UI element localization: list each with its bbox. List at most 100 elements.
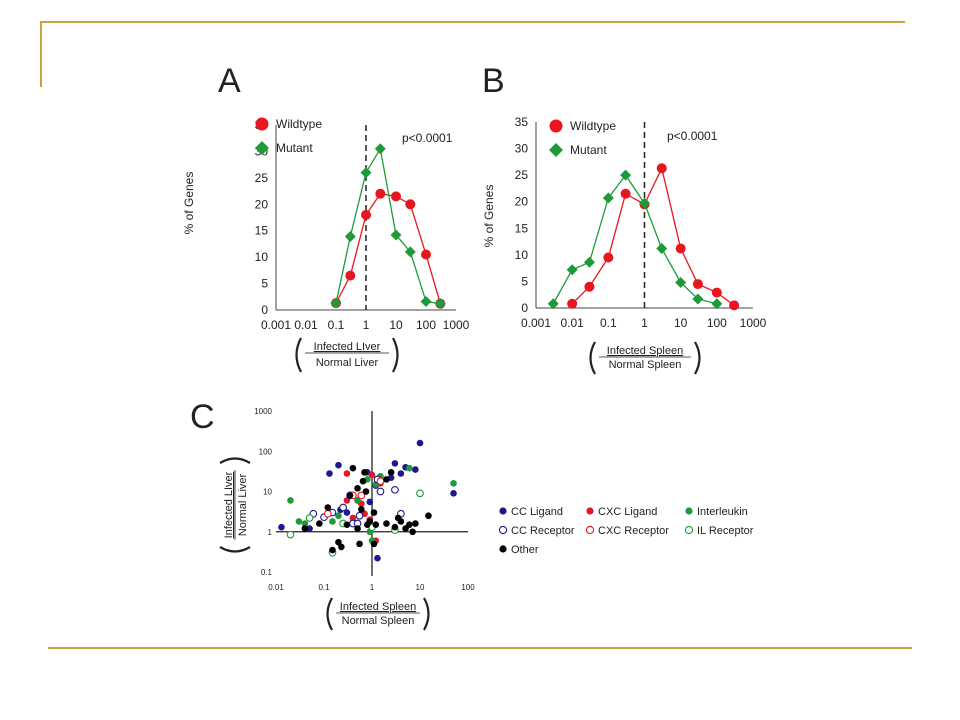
data-point-wildtype [603,252,614,263]
x-tick-label: 0.01 [294,318,318,332]
legend-marker [499,545,507,553]
y-tick-label: 10 [515,248,529,262]
data-point-mutant [656,242,668,254]
scatter-point-cc-ligand [450,490,457,497]
scatter-point-cc-ligand [306,525,313,532]
data-point-wildtype [361,209,371,220]
scatter-point-other [343,521,351,528]
data-point-wildtype [405,199,416,210]
scatter-point-other [316,520,323,527]
panel-label: B [482,62,505,100]
scatter-point-cc-ligand [397,470,405,477]
left-parenthesis [219,546,251,553]
scatter-point-cc-receptor [339,503,347,512]
legend-label: CC Receptor [511,525,575,537]
x-tick-label: 0.001 [261,318,291,332]
scatter-point-other [346,492,354,499]
slide-left-rule [40,21,42,87]
scatter-point-other [356,540,363,548]
scatter-point-other [301,525,309,532]
scatter-point-other [329,546,336,554]
legend-marker [684,525,694,535]
panel-c: C 0.01 0.1 1 10 100 0.1 1 10 100 1000 Infected LIve… [190,398,754,631]
data-point-wildtype [345,270,356,281]
x-label-numerator: Infected LIver [314,341,381,353]
x-tick-label: 1 [641,316,648,330]
right-parenthesis [423,597,430,631]
scatter-point-other [372,521,380,528]
x-label-denominator: Normal Spleen [342,615,415,627]
legend-marker-wildtype [255,117,269,131]
y-tick-label: 20 [515,195,529,209]
scatter-point-cc-receptor [376,487,385,496]
scatter-point-cc-ligand [391,460,399,467]
scatter-point-interleukin [335,512,342,520]
scatter-point-other [324,504,332,511]
scatter-point-interleukin [354,497,361,504]
y-tick-label: 0 [521,301,528,315]
scatter-point-interleukin [406,464,413,472]
y-tick-label: 25 [515,168,529,182]
scatter-point-interleukin [295,518,303,525]
data-point-mutant [360,167,372,179]
scatter-point-interleukin [301,520,309,527]
y-tick-label: 0 [261,303,268,317]
panel-label: A [218,62,241,100]
x-tick-label: 0.01 [560,316,584,330]
slide-bottom-rule [48,647,912,649]
scatter-point-other [358,506,365,513]
series-line-wildtype [335,193,441,304]
p-value-annotation: p<0.0001 [402,131,453,145]
scatter-point-interleukin [329,518,336,525]
scatter-point-cc-ligand [343,509,351,516]
data-point-wildtype [421,249,431,260]
data-point-mutant [434,298,446,310]
scatter-point-other [361,468,368,476]
legend-marker-mutant [549,143,563,157]
scatter-point-other [391,523,399,531]
scatter-point-cxc-ligand [343,470,351,477]
y-label-denominator: Normal Liver [237,473,249,536]
data-point-wildtype [391,191,401,202]
data-point-mutant [639,197,650,209]
scatter-point-other [383,520,390,527]
data-point-mutant [330,297,342,309]
legend-label: CXC Receptor [598,525,669,537]
scatter-point-other [354,525,361,532]
x-tick-label: 10 [389,318,403,332]
x-tick-label: 100 [416,318,436,332]
series-line-mutant [335,146,441,305]
scatter-point-other [397,518,405,525]
scatter-point-cc-ligand [366,498,374,506]
series-line-wildtype [571,166,735,306]
x-label-numerator: Infected Spleen [607,345,683,357]
y-tick-label: 20 [255,197,269,211]
legend-label: CXC Ligand [598,506,657,518]
y-tick-label: 25 [255,171,269,185]
scatter-point-il-receptor [416,489,424,498]
data-point-wildtype [620,188,631,199]
scatter-point-other [349,464,357,472]
legend-marker-wildtype [549,119,563,133]
data-point-mutant [566,264,578,276]
scatter-point-other [383,476,390,483]
y-axis-label: % of Genes [482,185,496,248]
x-tick-label: 100 [707,316,727,330]
x-tick-label: 1000 [443,318,470,332]
p-value-annotation: p<0.0001 [667,129,718,143]
y-tick-label: 15 [515,221,529,235]
right-parenthesis [392,337,399,373]
scatter-point-cc-ligand [412,466,419,473]
y-tick-label: 5 [521,274,528,288]
scatter-point-il-receptor [286,530,295,539]
scatter-point-other [387,468,395,476]
panel-label: C [190,398,215,436]
x-tick-label: 0.1 [328,318,345,332]
panel-b: B 0 5 10 15 20 25 30 35 0.001 0.01 0.1 1 10 100 1000 % o… [482,62,767,375]
data-point-wildtype [375,188,386,199]
data-point-mutant [420,296,432,308]
y-axis-label: % of Genes [182,172,196,235]
scatter-point-cc-ligand [335,461,342,469]
scatter-point-cxc-receptor [357,491,366,500]
